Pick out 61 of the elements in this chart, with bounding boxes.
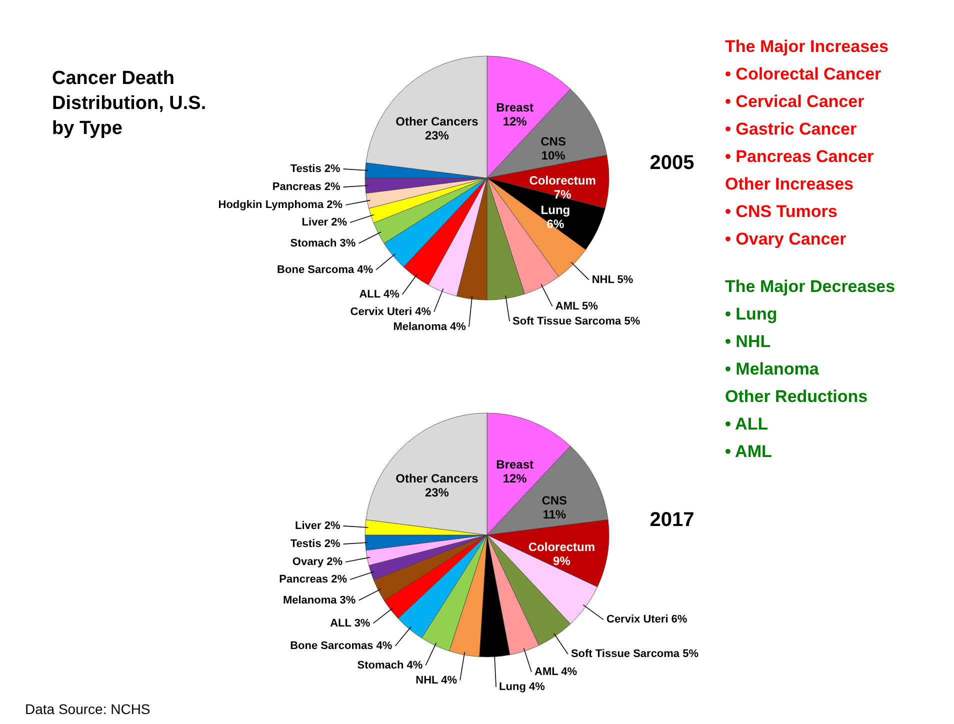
slice-label: AML 4% bbox=[534, 666, 578, 678]
data-label: 7% bbox=[554, 187, 572, 202]
slice-label: Melanoma 4% bbox=[393, 320, 466, 333]
data-label: 12% bbox=[502, 472, 528, 486]
slice-label: Lung 4% bbox=[499, 680, 546, 693]
text: 2017 bbox=[650, 509, 694, 531]
slice-label: Colorectum bbox=[529, 173, 596, 188]
text: • Lung bbox=[725, 304, 778, 324]
slice-label: CNS bbox=[542, 494, 568, 508]
slice-label: Soft Tissue Sarcoma 5% bbox=[512, 315, 640, 328]
slice-label: Pancreas 2% bbox=[279, 574, 348, 586]
slice-label: Stomach 4% bbox=[357, 659, 423, 672]
text: • NHL bbox=[725, 332, 771, 351]
slice-label: NHL 5% bbox=[592, 274, 634, 286]
text: • Gastric Cancer bbox=[725, 120, 858, 138]
text: 2005 bbox=[650, 152, 694, 174]
slice-label: Testis 2% bbox=[290, 162, 340, 175]
text: • Ovary Cancer bbox=[725, 230, 847, 248]
slice-label: Soft Tissue Sarcoma 5% bbox=[570, 648, 699, 660]
text: • Cervical Cancer bbox=[725, 92, 865, 111]
slice-label: Lung bbox=[540, 203, 570, 218]
source-note: Data Source: NCHS bbox=[25, 701, 150, 717]
slice-label: Hodgkin Lymphoma 2% bbox=[218, 198, 343, 211]
slice-label: Other Cancers bbox=[396, 114, 479, 128]
text: The Major Decreases bbox=[725, 277, 896, 296]
slice-label: Cervix Uteri 6% bbox=[606, 614, 688, 626]
data-label: 23% bbox=[424, 485, 450, 500]
slice-label: Stomach 3% bbox=[290, 237, 356, 250]
text: Other Increases bbox=[725, 174, 854, 194]
slice-label: AML 5% bbox=[555, 300, 598, 312]
data-label: 12% bbox=[502, 114, 528, 129]
slice-label: NHL 4% bbox=[416, 674, 458, 686]
slice-label: Pancreas 2% bbox=[272, 181, 340, 194]
text: • Colorectal Cancer bbox=[725, 64, 882, 84]
text: Other Reductions bbox=[725, 387, 868, 406]
slice-label: Bone Sarcomas 4% bbox=[290, 640, 392, 652]
data-label: 23% bbox=[424, 128, 450, 142]
slice-label: CNS bbox=[540, 134, 566, 149]
slice-label: Breast bbox=[496, 100, 534, 115]
slice-label: Cervix Uteri 4% bbox=[350, 306, 432, 318]
slice-label: Other Cancers bbox=[396, 471, 479, 486]
text: • Melanoma bbox=[725, 360, 820, 378]
data-label: 9% bbox=[553, 554, 571, 568]
slice-label: Liver 2% bbox=[295, 520, 340, 532]
text: • ALL bbox=[725, 414, 768, 434]
text: • AML bbox=[725, 442, 772, 461]
slice-label: ALL 4% bbox=[359, 288, 400, 300]
data-label: 10% bbox=[541, 148, 566, 163]
slice-label: Ovary 2% bbox=[292, 556, 343, 568]
slice-label: Liver 2% bbox=[302, 216, 348, 228]
slice-label: Testis 2% bbox=[290, 538, 340, 550]
slice-label: Colorectum bbox=[528, 540, 596, 554]
text: The Major Increases bbox=[725, 37, 888, 56]
text: Cancer Death Distribution, U.S. by Type bbox=[52, 68, 206, 139]
slice-label: Melanoma 3% bbox=[282, 594, 356, 606]
text: • Pancreas Cancer bbox=[725, 147, 874, 166]
data-label: 11% bbox=[542, 508, 566, 522]
slice-label: Breast bbox=[496, 458, 534, 472]
slice-label: Bone Sarcoma 4% bbox=[277, 264, 374, 276]
slice-label: ALL 3% bbox=[330, 617, 370, 630]
text: • CNS Tumors bbox=[725, 202, 838, 221]
